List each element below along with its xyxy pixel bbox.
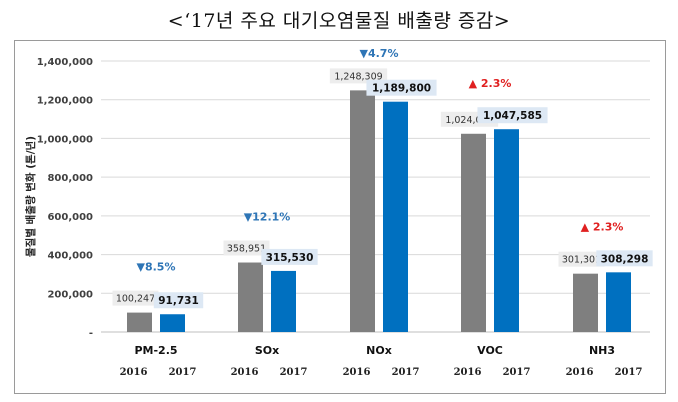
data-label-box-2017 [596, 250, 653, 267]
change-annotation: ▲ 2.3% [581, 220, 624, 233]
data-label-2017: 91,731 [158, 295, 199, 307]
x-year-label-2017: 2017 [169, 367, 197, 378]
change-annotation: ▲ 2.3% [469, 77, 512, 90]
x-year-label-2016: 2016 [231, 367, 259, 378]
data-label-2016: 1,024,029 [445, 115, 493, 126]
x-category-label: NH3 [589, 344, 615, 357]
data-label-box-2017 [153, 292, 204, 309]
data-label-2016: 358,951 [227, 244, 266, 255]
data-label-box-2016 [329, 68, 388, 84]
change-annotation: ▼4.7% [360, 47, 399, 60]
x-year-label-2017: 2017 [280, 367, 308, 378]
data-label-2016: 1,248,309 [334, 71, 382, 82]
x-year-label-2017: 2017 [392, 367, 420, 378]
bar-2017 [160, 314, 185, 332]
data-label-box-2016 [223, 240, 270, 256]
y-tick-label: 1,200,000 [37, 96, 93, 107]
y-tick-label: - [89, 328, 93, 339]
data-label-box-2017 [261, 248, 318, 265]
y-tick-label: 800,000 [47, 173, 93, 184]
x-year-label-2016: 2016 [120, 367, 148, 378]
bar-2016 [350, 90, 375, 333]
data-label-2017: 1,189,800 [372, 83, 431, 95]
x-category-label: PM-2.5 [134, 344, 177, 357]
change-annotation: ▼8.5% [137, 261, 176, 274]
x-category-label: VOC [477, 344, 503, 357]
y-tick-label: 1,000,000 [37, 134, 93, 145]
bar-2017 [606, 272, 631, 332]
bar-2017 [271, 270, 296, 332]
y-tick-label: 1,400,000 [37, 57, 93, 68]
bar-2016 [238, 262, 263, 332]
data-label-2017: 315,530 [266, 252, 314, 264]
y-axis-title: 물질별 배출량 변화 (톤/년) [24, 136, 37, 257]
data-label-box-2016 [558, 251, 605, 267]
change-annotation: ▼12.1% [244, 211, 291, 224]
bar-2016 [127, 312, 152, 332]
y-tick-label: 400,000 [47, 251, 93, 262]
x-year-label-2016: 2016 [566, 367, 594, 378]
data-label-box-2017 [366, 79, 437, 96]
data-label-2017: 1,047,585 [483, 110, 542, 122]
bar-2016 [573, 273, 598, 332]
x-category-label: SOx [255, 344, 279, 357]
x-year-label-2017: 2017 [503, 367, 531, 378]
data-label-2016: 100,247 [116, 294, 155, 305]
x-year-label-2016: 2016 [343, 367, 371, 378]
x-category-label: NOx [366, 344, 392, 357]
data-label-box-2016 [112, 290, 159, 306]
bar-2017 [494, 129, 519, 332]
x-year-label-2017: 2017 [615, 367, 643, 378]
y-tick-label: 600,000 [47, 212, 93, 223]
data-label-2017: 308,298 [601, 253, 649, 265]
bar-2016 [461, 133, 486, 332]
chart-title: <‘17년 주요 대기오염물질 배출량 증감> [167, 10, 511, 32]
y-tick-label: 200,000 [47, 289, 93, 300]
chart-canvas: - 200,000 400,000 600,000 800,000 1,000,000 1,… [24, 47, 653, 378]
data-label-box-2017 [477, 107, 548, 124]
chart-frame: - 200,000 400,000 600,000 800,000 1,000,000 1,… [14, 40, 666, 394]
bar-2017 [383, 101, 408, 332]
x-year-label-2016: 2016 [454, 367, 482, 378]
data-label-2016: 301,301 [562, 255, 601, 266]
